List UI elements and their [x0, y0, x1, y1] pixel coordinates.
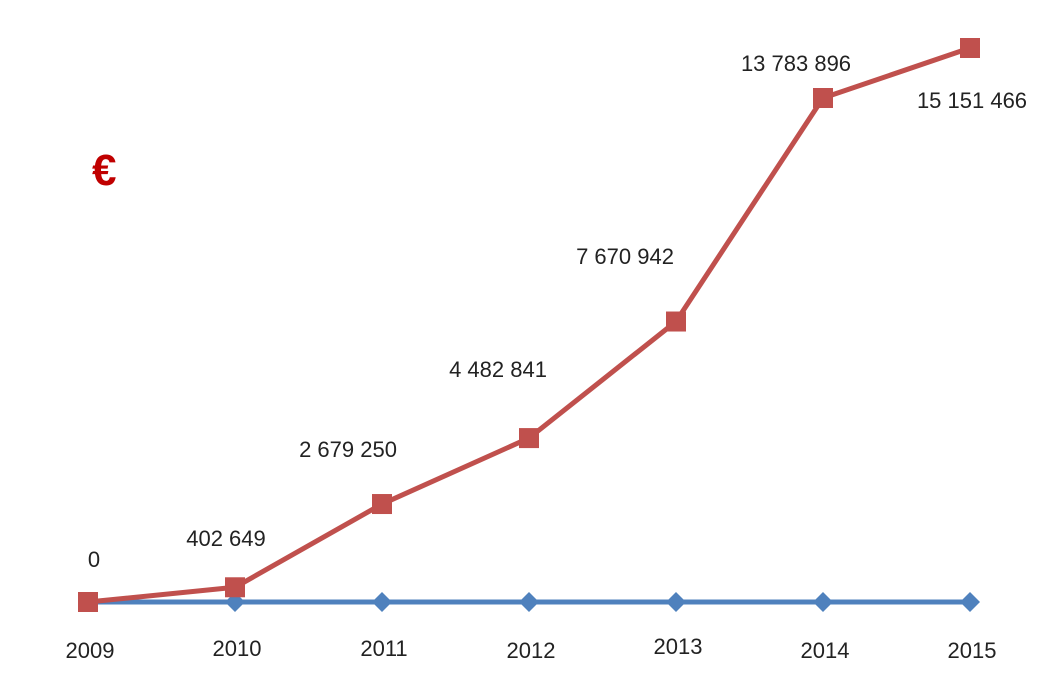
x-tick-label-2013: 2013: [654, 634, 703, 659]
data-point-square-2013: [666, 311, 686, 332]
data-label-2015: 15 151 466: [917, 88, 1027, 113]
data-label-2009: 0: [88, 547, 100, 572]
data-point-square-2012: [519, 428, 539, 449]
data-point-diamond-2012: [519, 592, 539, 612]
data-point-square-2009: [78, 592, 98, 612]
data-label-2010: 402 649: [186, 526, 266, 551]
data-point-square-2015: [960, 38, 980, 58]
x-tick-label-2009: 2009: [66, 638, 115, 663]
x-tick-label-2014: 2014: [801, 638, 850, 663]
data-point-square-2010: [225, 577, 245, 598]
x-tick-label-2015: 2015: [948, 638, 997, 663]
data-label-2012: 4 482 841: [449, 357, 547, 382]
data-point-square-2014: [813, 88, 833, 109]
data-point-diamond-2014: [813, 592, 833, 612]
x-tick-label-2011: 2011: [360, 636, 407, 661]
data-point-diamond-2015: [960, 592, 980, 612]
x-tick-label-2012: 2012: [507, 638, 556, 663]
euro-unit-label: €: [92, 146, 117, 195]
data-label-2014: 13 783 896: [741, 51, 851, 76]
series-line-0: [87, 45, 971, 605]
x-tick-label-2010: 2010: [213, 636, 262, 661]
data-label-2013: 7 670 942: [576, 244, 674, 269]
data-label-2011: 2 679 250: [299, 437, 397, 462]
data-point-diamond-2011: [372, 592, 392, 612]
data-point-square-2011: [372, 494, 392, 515]
data-point-diamond-2013: [666, 592, 686, 612]
